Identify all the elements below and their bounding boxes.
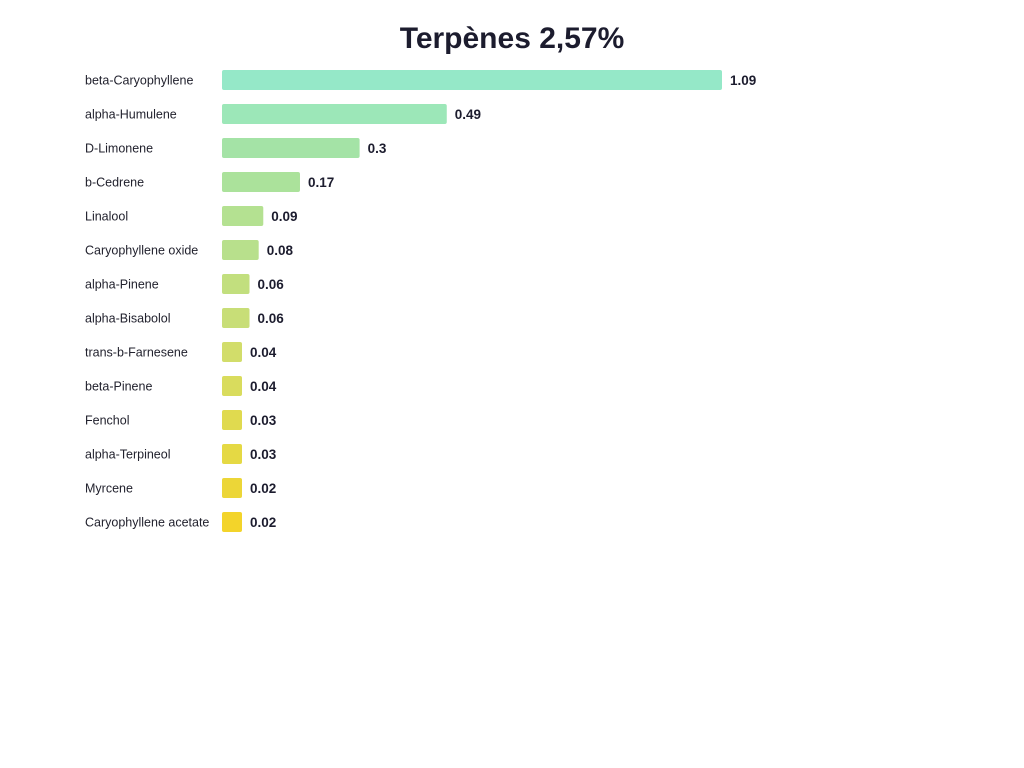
bar bbox=[222, 274, 250, 294]
category-label: alpha-Pinene bbox=[85, 278, 159, 292]
value-label: 0.3 bbox=[368, 141, 387, 156]
value-label: 0.04 bbox=[250, 345, 277, 360]
value-label: 0.02 bbox=[250, 515, 276, 530]
category-label: Myrcene bbox=[85, 482, 133, 496]
category-label: trans-b-Farnesene bbox=[85, 346, 188, 360]
chart-title: Terpènes 2,57% bbox=[400, 22, 625, 55]
bar bbox=[222, 342, 242, 362]
bar bbox=[222, 206, 264, 226]
value-label: 0.06 bbox=[258, 311, 285, 326]
bar bbox=[222, 70, 722, 90]
bar bbox=[222, 444, 242, 464]
bar bbox=[222, 138, 360, 158]
bar bbox=[222, 308, 250, 328]
value-label: 0.04 bbox=[250, 379, 277, 394]
value-label: 0.49 bbox=[455, 107, 481, 122]
bar-rows: beta-Caryophyllene 1.09 alpha-Humulene 0.49… bbox=[85, 70, 756, 532]
category-label: b-Cedrene bbox=[85, 176, 144, 190]
category-label: beta-Pinene bbox=[85, 380, 152, 394]
value-label: 0.09 bbox=[271, 209, 297, 224]
bar bbox=[222, 376, 242, 396]
bar bbox=[222, 410, 242, 430]
category-label: alpha-Terpineol bbox=[85, 448, 170, 462]
bar bbox=[222, 172, 300, 192]
category-label: beta-Caryophyllene bbox=[85, 74, 193, 88]
category-label: Caryophyllene acetate bbox=[85, 516, 209, 530]
value-label: 0.02 bbox=[250, 481, 276, 496]
bar bbox=[222, 512, 242, 532]
bar bbox=[222, 104, 447, 124]
value-label: 0.17 bbox=[308, 175, 334, 190]
bar bbox=[222, 478, 242, 498]
value-label: 0.08 bbox=[267, 243, 294, 258]
value-label: 0.03 bbox=[250, 413, 277, 428]
category-label: alpha-Bisabolol bbox=[85, 312, 170, 326]
bar bbox=[222, 240, 259, 260]
category-label: Caryophyllene oxide bbox=[85, 244, 198, 258]
category-label: Linalool bbox=[85, 210, 128, 224]
category-label: alpha-Humulene bbox=[85, 108, 177, 122]
category-label: D-Limonene bbox=[85, 142, 153, 156]
value-label: 0.03 bbox=[250, 447, 277, 462]
category-label: Fenchol bbox=[85, 414, 129, 428]
value-label: 0.06 bbox=[258, 277, 285, 292]
value-label: 1.09 bbox=[730, 73, 756, 88]
